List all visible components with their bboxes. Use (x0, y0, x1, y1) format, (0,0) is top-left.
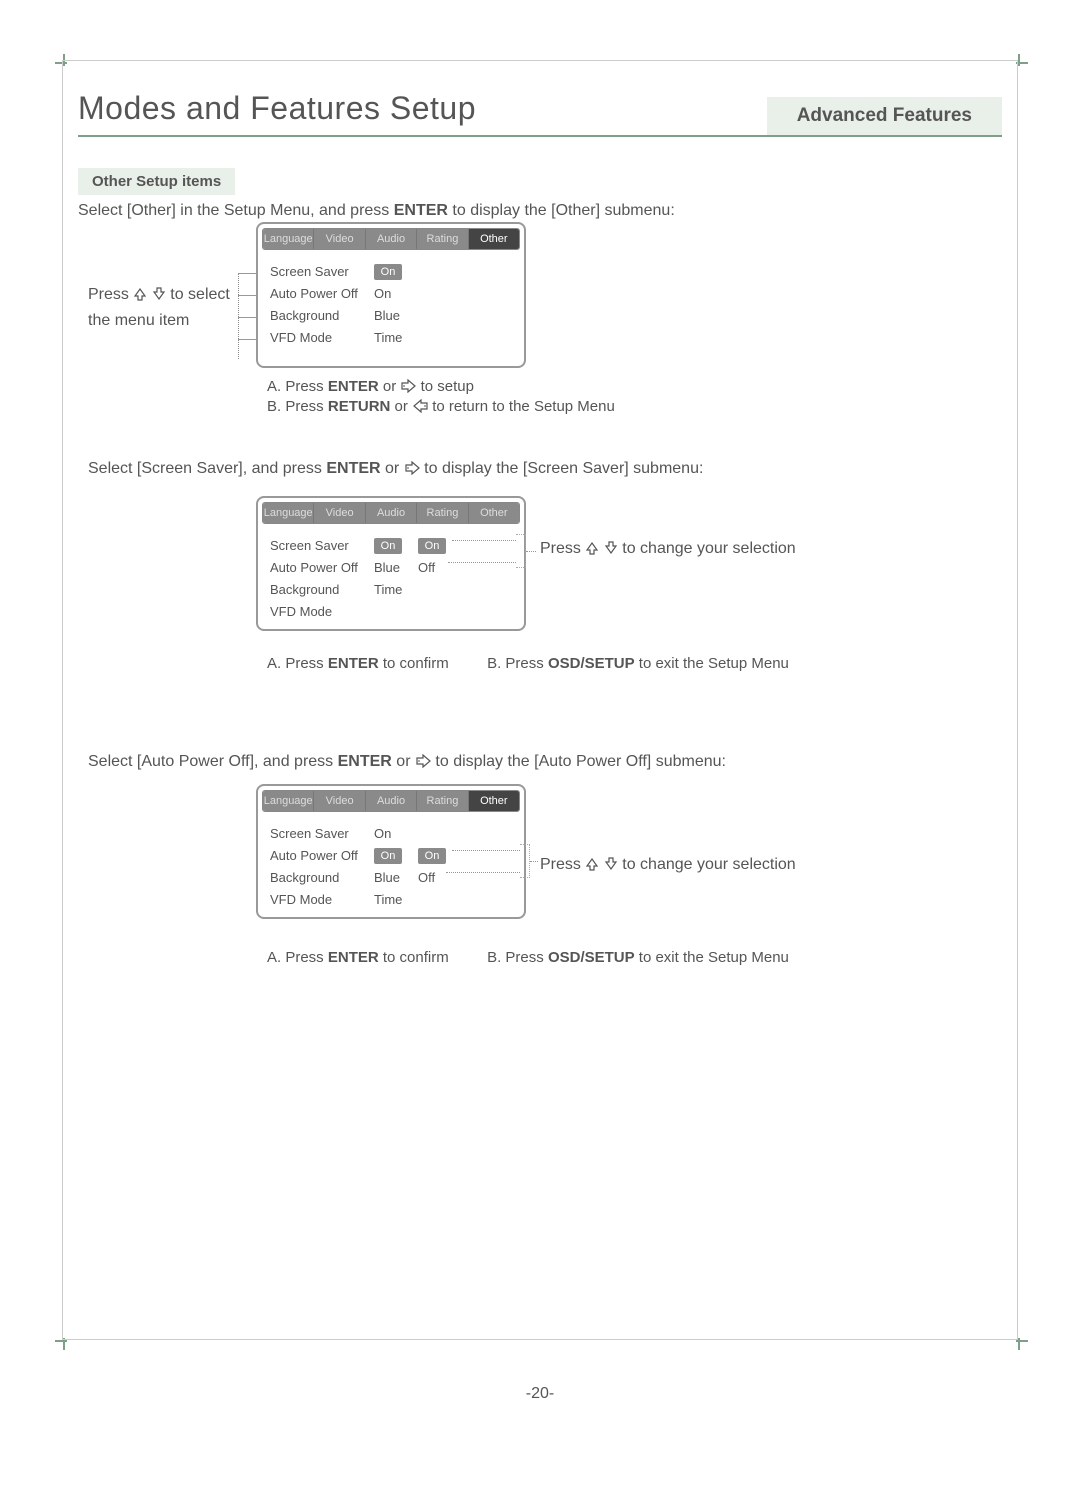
intro-text-1: Select [Other] in the Setup Menu, and pr… (78, 202, 675, 220)
tab-audio: Audio (366, 791, 417, 811)
left-arrow-icon (412, 399, 428, 417)
menu-item-value: Blue (374, 870, 418, 885)
tab-rating: Rating (417, 791, 468, 811)
menu-item-value: On (374, 848, 402, 864)
tab-audio: Audio (366, 503, 417, 523)
instruction-line-3: A. Press ENTER to confirm B. Press OSD/S… (267, 949, 867, 966)
right-note-2: Press to change your selection (540, 540, 796, 560)
page-number: -20- (0, 1385, 1080, 1403)
menu-item-label: Background (270, 582, 374, 597)
callout-line (446, 872, 520, 873)
menu-item-label: VFD Mode (270, 604, 374, 619)
tab-audio: Audio (366, 229, 417, 249)
callout-line (530, 861, 538, 862)
page-frame (62, 60, 1018, 1340)
osd-auto-power-off: Language Video Audio Rating Other Screen… (256, 784, 526, 919)
section-label: Other Setup items (78, 168, 235, 195)
menu-item-label: Screen Saver (270, 826, 374, 841)
right-arrow-icon (400, 379, 416, 397)
instruction-line-2: A. Press ENTER to confirm B. Press OSD/S… (267, 655, 867, 672)
menu-item-value: On (374, 286, 418, 301)
tab-other: Other (469, 503, 519, 523)
osd2-body: Screen Saver On On Auto Power Off Blue O… (258, 524, 524, 622)
osd-other-menu: Language Video Audio Rating Other Screen… (256, 222, 526, 368)
menu-item-value: Blue (374, 560, 418, 575)
osd-screen-saver: Language Video Audio Rating Other Screen… (256, 496, 526, 631)
down-arrow-icon (152, 285, 166, 309)
callout-line (452, 850, 520, 851)
right-arrow-icon (404, 461, 420, 480)
callout-line (452, 540, 516, 541)
intro-text-3: Select [Auto Power Off], and press ENTER… (88, 753, 726, 773)
tab-language: Language (263, 791, 314, 811)
instruction-b1: B. Press RETURN or to return to the Setu… (267, 398, 615, 417)
instruction-a1: A. Press ENTER or to setup (267, 378, 474, 397)
down-arrow-icon (604, 857, 618, 876)
menu-item-value: On (374, 826, 418, 841)
advanced-features-badge: Advanced Features (767, 97, 1002, 135)
menu-item-value: Time (374, 330, 418, 345)
menu-item-label: Background (270, 308, 374, 323)
submenu-option: On (418, 538, 446, 554)
menu-item-value: Blue (374, 308, 418, 323)
right-note-3: Press to change your selection (540, 856, 796, 876)
title-row: Modes and Features Setup Advanced Featur… (78, 90, 1002, 137)
tab-video: Video (314, 503, 365, 523)
intro-text-2: Select [Screen Saver], and press ENTER o… (88, 460, 703, 480)
tab-video: Video (314, 229, 365, 249)
tab-other: Other (469, 229, 519, 249)
osd1-body: Screen SaverOn Auto Power OffOn Backgrou… (258, 250, 524, 348)
up-arrow-icon (133, 285, 147, 309)
tab-video: Video (314, 791, 365, 811)
callout-bracket (520, 844, 530, 878)
menu-item-label: VFD Mode (270, 892, 374, 907)
tab-other: Other (469, 791, 519, 811)
osd2-tabbar: Language Video Audio Rating Other (262, 502, 520, 524)
osd1-tabbar: Language Video Audio Rating Other (262, 228, 520, 250)
menu-item-value: On (374, 538, 402, 554)
menu-item-label: Screen Saver (270, 264, 374, 279)
menu-item-value: Time (374, 582, 418, 597)
callout-bracket (516, 534, 526, 568)
callout-line (526, 551, 536, 552)
up-arrow-icon (585, 857, 599, 876)
up-arrow-icon (585, 541, 599, 560)
submenu-option: On (418, 848, 446, 864)
menu-item-label: VFD Mode (270, 330, 374, 345)
menu-item-label: Auto Power Off (270, 848, 374, 863)
tab-rating: Rating (417, 503, 468, 523)
menu-item-label: Auto Power Off (270, 560, 374, 575)
callout-line (448, 562, 516, 563)
menu-item-value: Time (374, 892, 418, 907)
menu-item-label: Background (270, 870, 374, 885)
right-arrow-icon (415, 754, 431, 773)
menu-item-label: Auto Power Off (270, 286, 374, 301)
tab-language: Language (263, 503, 314, 523)
osd3-body: Screen Saver On Auto Power Off On On Bac… (258, 812, 524, 910)
down-arrow-icon (604, 541, 618, 560)
tree-connector (238, 255, 258, 355)
menu-item-label: Screen Saver (270, 538, 374, 553)
tab-language: Language (263, 229, 314, 249)
osd3-tabbar: Language Video Audio Rating Other (262, 790, 520, 812)
menu-item-value: On (374, 264, 402, 280)
left-note-1: Press to select the menu item (88, 283, 238, 333)
page-title: Modes and Features Setup (78, 90, 476, 127)
tab-rating: Rating (417, 229, 468, 249)
